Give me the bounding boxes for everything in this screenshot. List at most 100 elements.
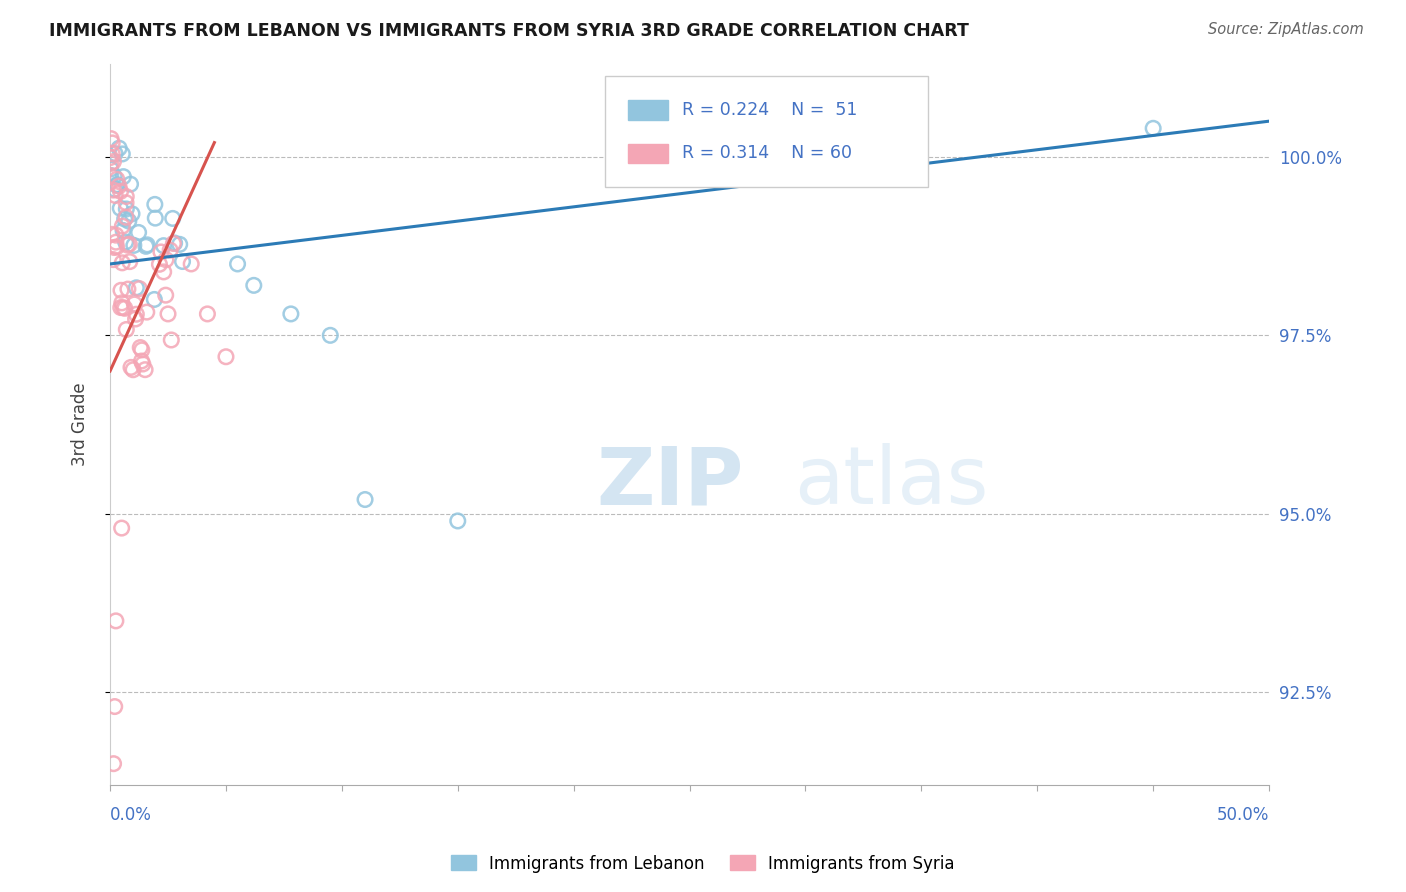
Point xyxy=(110,185,132,199)
Point xyxy=(112,223,135,237)
Point xyxy=(118,237,141,252)
Point xyxy=(124,297,146,311)
Point xyxy=(100,161,122,176)
Point xyxy=(155,288,177,302)
Point xyxy=(103,240,125,254)
Point xyxy=(115,195,138,210)
Point xyxy=(110,301,132,315)
Point xyxy=(104,182,127,196)
Point xyxy=(104,614,127,628)
Point xyxy=(111,521,134,535)
Point xyxy=(157,307,180,321)
Point xyxy=(108,141,131,155)
Point xyxy=(105,178,128,193)
Point xyxy=(104,228,127,243)
Point xyxy=(104,699,127,714)
Point xyxy=(128,226,150,240)
Point xyxy=(114,301,136,316)
Point xyxy=(120,177,142,191)
Point xyxy=(143,293,166,307)
Point xyxy=(111,256,134,270)
Text: ZIP: ZIP xyxy=(598,443,744,521)
Point xyxy=(155,252,177,267)
Point xyxy=(104,188,127,202)
Point xyxy=(131,354,153,368)
Point xyxy=(110,201,132,215)
Point xyxy=(117,282,139,296)
Point xyxy=(122,363,145,377)
Point xyxy=(243,278,266,293)
Point xyxy=(128,282,150,296)
Point xyxy=(215,350,238,364)
Point xyxy=(152,265,174,279)
Point xyxy=(143,197,166,211)
Point xyxy=(172,254,194,268)
Point xyxy=(101,136,124,150)
Point xyxy=(180,257,202,271)
Point xyxy=(1142,121,1164,136)
Point xyxy=(129,341,152,355)
Point xyxy=(112,301,135,315)
Point xyxy=(152,238,174,252)
Point xyxy=(111,147,134,161)
Point xyxy=(100,156,122,170)
Point xyxy=(120,360,142,375)
Point xyxy=(100,227,122,242)
Point xyxy=(125,281,148,295)
Point xyxy=(104,235,127,249)
Point xyxy=(226,257,249,271)
Legend: Immigrants from Lebanon, Immigrants from Syria: Immigrants from Lebanon, Immigrants from… xyxy=(444,848,962,880)
Point xyxy=(108,179,131,194)
Point xyxy=(112,169,135,184)
Text: Source: ZipAtlas.com: Source: ZipAtlas.com xyxy=(1208,22,1364,37)
Point xyxy=(121,207,143,221)
Point xyxy=(134,362,156,376)
Point xyxy=(354,492,377,507)
Point xyxy=(114,212,136,227)
Point xyxy=(103,169,125,184)
Point xyxy=(447,514,470,528)
Y-axis label: 3rd Grade: 3rd Grade xyxy=(72,383,89,467)
Text: R = 0.314    N = 60: R = 0.314 N = 60 xyxy=(682,145,852,162)
Point xyxy=(111,296,134,310)
Point xyxy=(115,202,138,216)
Text: 0.0%: 0.0% xyxy=(110,806,152,824)
Point xyxy=(136,237,159,252)
Point xyxy=(132,357,155,371)
Point xyxy=(105,172,128,186)
Text: R = 0.224    N =  51: R = 0.224 N = 51 xyxy=(682,101,858,119)
Point xyxy=(122,238,145,252)
Point xyxy=(159,243,181,257)
Point xyxy=(103,252,125,267)
Point xyxy=(103,154,125,169)
Point xyxy=(105,240,128,254)
Point xyxy=(169,237,191,252)
Point xyxy=(197,307,219,321)
Point xyxy=(118,214,141,228)
Point xyxy=(135,239,157,253)
Text: atlas: atlas xyxy=(794,443,988,521)
Text: 50.0%: 50.0% xyxy=(1216,806,1270,824)
Point xyxy=(162,236,184,251)
Text: IMMIGRANTS FROM LEBANON VS IMMIGRANTS FROM SYRIA 3RD GRADE CORRELATION CHART: IMMIGRANTS FROM LEBANON VS IMMIGRANTS FR… xyxy=(49,22,969,40)
Point xyxy=(103,756,125,771)
Point xyxy=(163,235,186,250)
Point xyxy=(100,151,122,165)
Point xyxy=(162,211,184,226)
Point xyxy=(110,283,132,297)
Point xyxy=(104,146,127,161)
Point xyxy=(115,211,138,225)
Point xyxy=(114,235,136,249)
Point xyxy=(131,343,153,357)
Point xyxy=(115,322,138,336)
Point xyxy=(135,305,157,319)
Point xyxy=(103,183,125,197)
Point xyxy=(125,307,148,321)
Point xyxy=(148,257,170,271)
Point xyxy=(115,189,138,203)
Point xyxy=(118,254,141,268)
Point xyxy=(117,238,139,252)
Point xyxy=(100,131,122,145)
Point xyxy=(160,333,183,347)
Point xyxy=(280,307,302,321)
